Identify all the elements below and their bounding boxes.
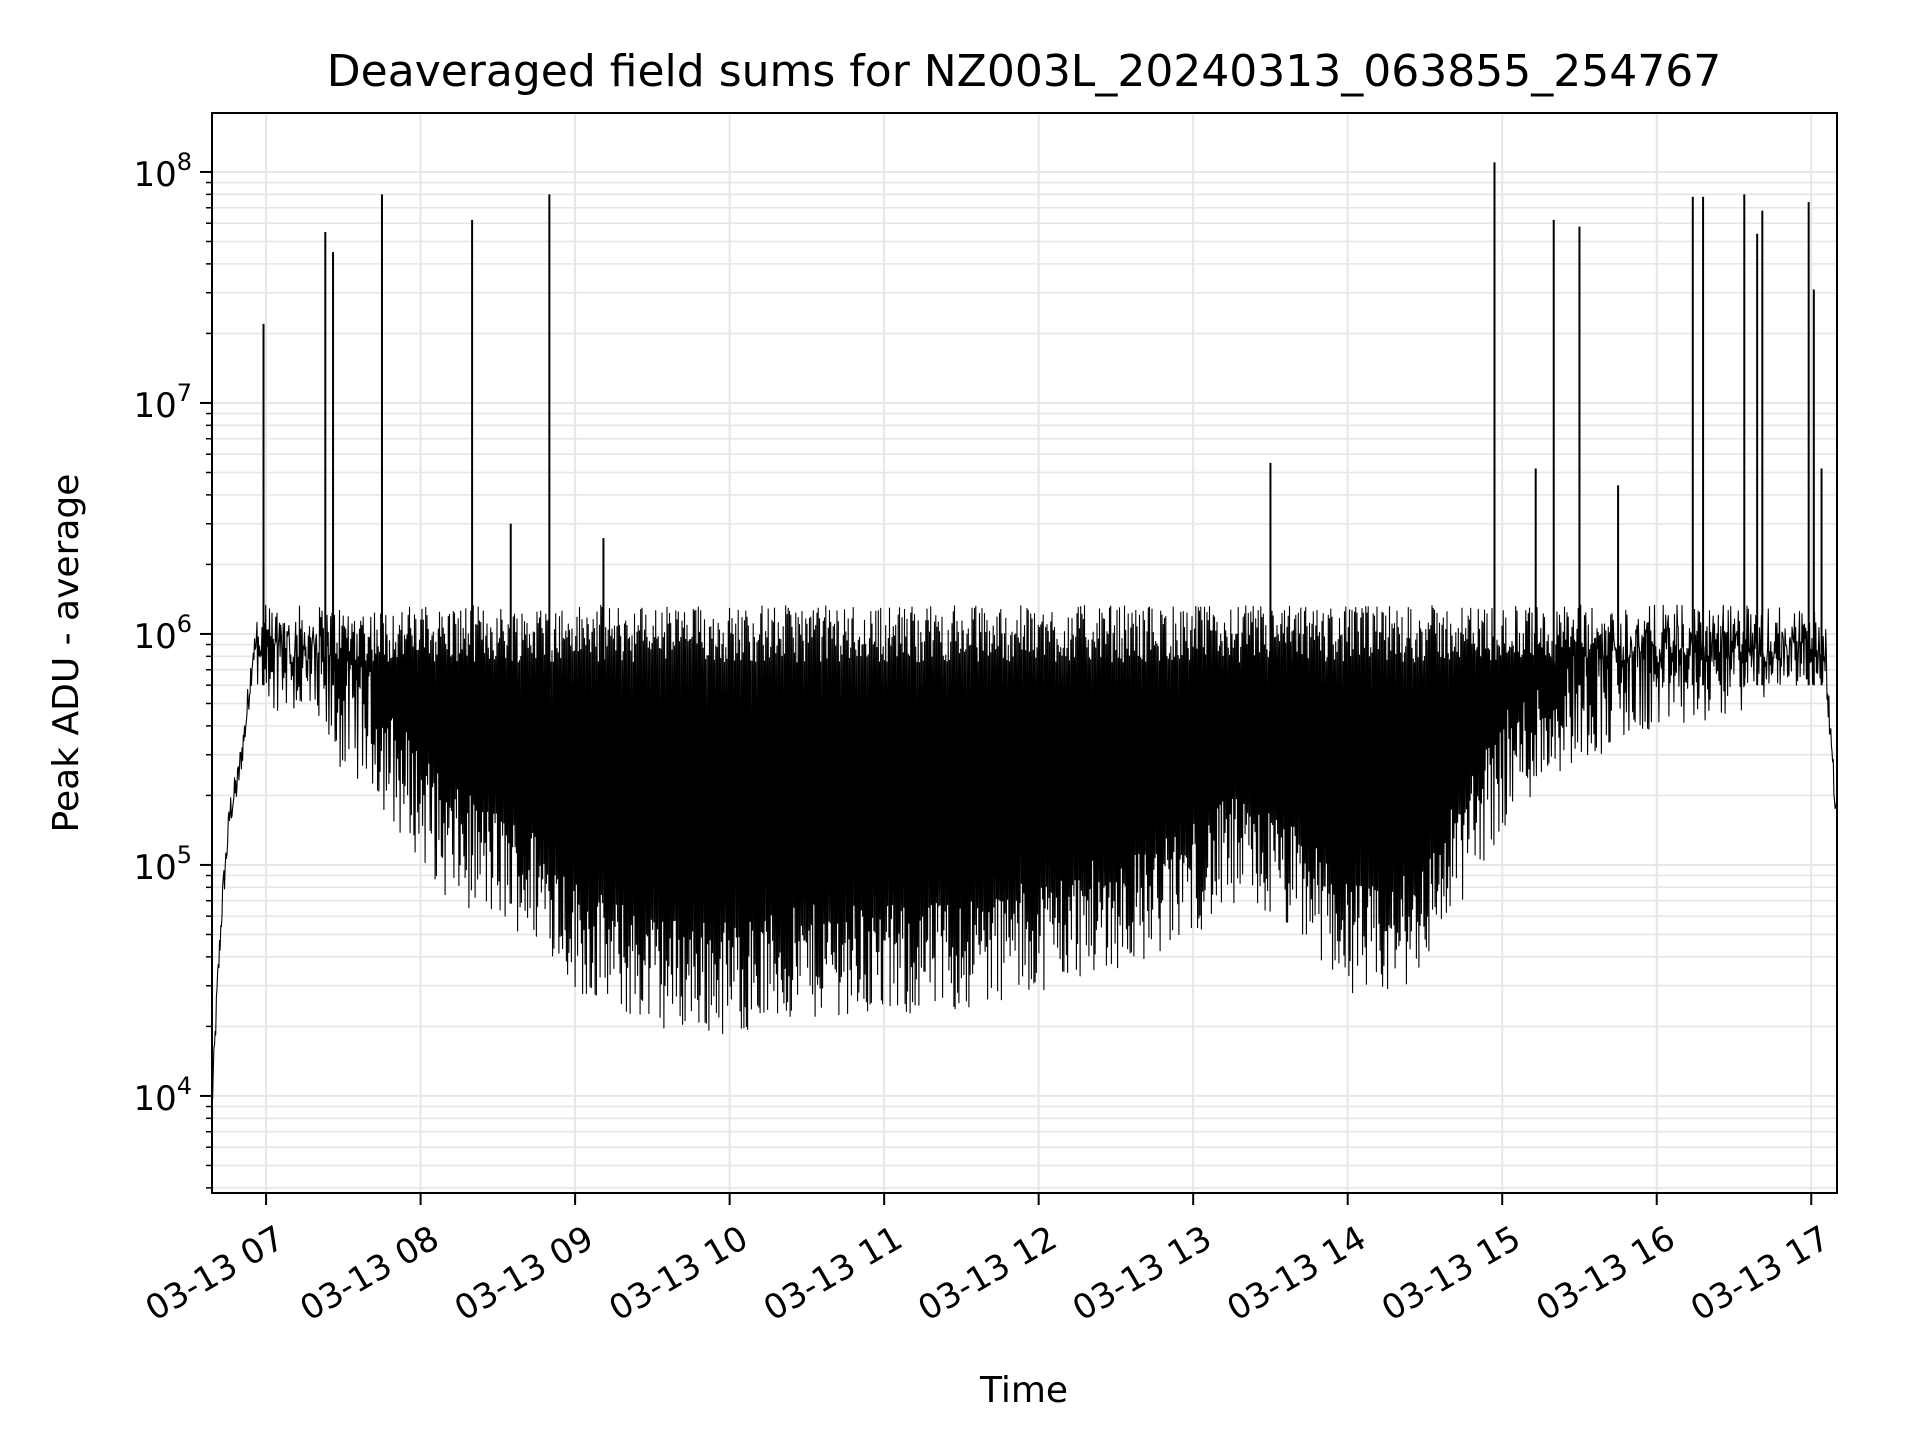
y-axis: 104 105 106 107 108: [133, 148, 212, 1189]
series-line: [211, 604, 1838, 1102]
y-axis-label: Peak ADU - average: [46, 474, 87, 833]
y-tick-label: 107: [133, 379, 192, 426]
y-tick-label: 108: [133, 148, 192, 195]
y-tick-label: 106: [133, 610, 192, 657]
y-tick-label: 105: [133, 841, 192, 888]
y-tick-label: 104: [133, 1072, 192, 1119]
plot-area: [211, 162, 1838, 1102]
chart-title: Deaveraged field sums for NZ003L_2024031…: [327, 46, 1721, 97]
x-axis-label: Time: [979, 1370, 1068, 1411]
plot-frame: [211, 112, 1838, 1194]
